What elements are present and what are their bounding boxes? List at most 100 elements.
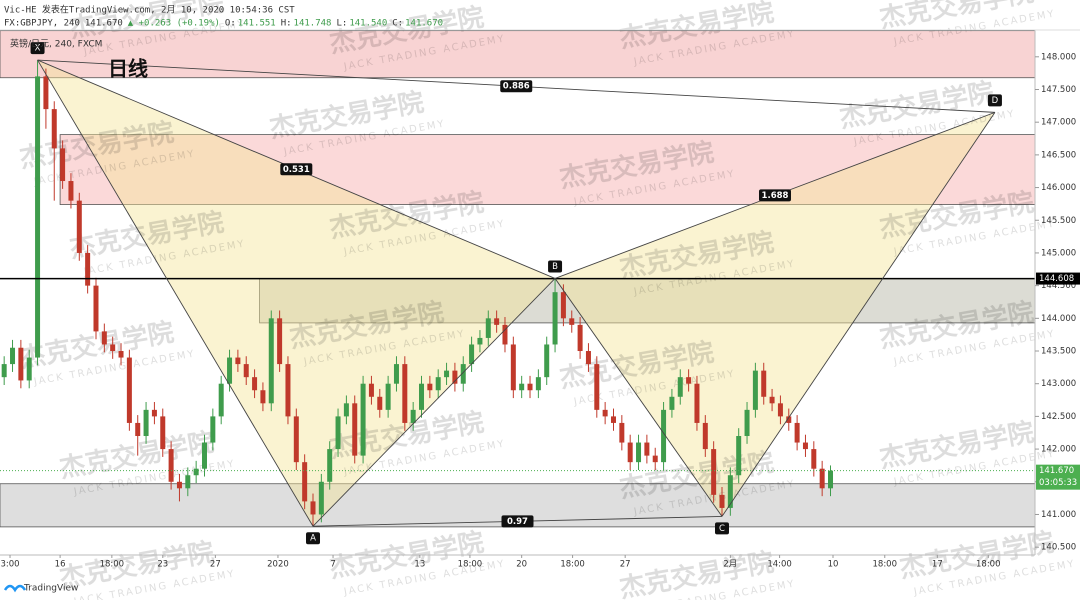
header-field: ▲ +0.263 (+0.19%) — [128, 19, 220, 29]
y-tick-label: 140.500 — [1041, 543, 1076, 553]
candle-body — [744, 409, 750, 437]
candle — [569, 310, 575, 333]
candle-body — [151, 409, 157, 417]
pattern-fill — [37, 60, 556, 527]
candle — [68, 173, 74, 209]
y-tick-label: 143.000 — [1041, 379, 1076, 389]
point-label-bg — [714, 522, 729, 535]
price-zone — [59, 134, 1036, 205]
x-tick-label: 17 — [932, 560, 943, 570]
candle — [819, 460, 825, 497]
brand-name: TradingView — [23, 584, 78, 594]
candle-body — [444, 370, 450, 378]
symbol-line: FX:GBPJPY, 240 141.670 ▲ +0.263 (+0.19%) O:… — [4, 19, 443, 29]
y-tick-label: 142.000 — [1041, 445, 1076, 455]
candle — [18, 339, 24, 389]
header-field: L: — [336, 19, 347, 29]
candle-body — [469, 344, 475, 365]
candle — [385, 375, 391, 418]
candle-body — [227, 357, 233, 384]
candle — [277, 310, 283, 372]
candle-body — [677, 377, 683, 397]
x-tick-label: 7 — [330, 560, 335, 570]
last-price-label-bg — [1036, 464, 1080, 490]
x-tick-label: 3:00 — [0, 560, 19, 570]
candle-body — [35, 76, 41, 358]
candle — [160, 408, 166, 457]
candle-body — [435, 377, 441, 391]
ratio-label-bg — [501, 515, 534, 528]
candle — [402, 356, 408, 431]
candle — [168, 441, 174, 490]
candle-body — [494, 318, 500, 325]
ratio-label-bg — [758, 189, 791, 202]
candle — [435, 369, 441, 399]
candle — [151, 402, 157, 425]
candle-body — [118, 351, 124, 358]
ratio-label: 0.531 — [283, 165, 310, 175]
point-label: C — [719, 524, 725, 534]
x-tick-label: 18:00 — [873, 560, 898, 570]
candle — [744, 402, 750, 444]
candle — [485, 310, 491, 346]
candle-body — [719, 494, 725, 508]
candle — [377, 388, 383, 418]
legend: 英镑/日元, 240, FXCM — [10, 38, 102, 50]
candle — [502, 317, 508, 353]
candle-body — [110, 344, 116, 352]
header-field: 141.748 — [294, 19, 332, 29]
candle — [35, 60, 41, 366]
candle — [302, 454, 308, 510]
candle-body — [535, 377, 541, 391]
candle — [594, 356, 600, 418]
pattern-leg — [312, 278, 556, 527]
point-label-bg — [548, 260, 563, 273]
candle — [85, 245, 91, 294]
candle-body — [160, 416, 166, 450]
pattern-leg — [554, 278, 723, 517]
candle-body — [569, 318, 575, 325]
candle-body — [669, 396, 675, 410]
candle-body — [527, 383, 533, 391]
pattern-leg — [721, 112, 996, 517]
candle — [93, 277, 99, 340]
candle — [711, 441, 717, 503]
candle-body — [302, 462, 308, 502]
candle — [686, 369, 692, 392]
candle — [285, 356, 291, 425]
x-tick-label: 18:00 — [458, 560, 483, 570]
candle-body — [235, 357, 241, 365]
candle — [176, 473, 182, 502]
candle — [268, 310, 274, 412]
candle-body — [619, 422, 625, 443]
candle — [26, 349, 32, 389]
point-label-bg — [30, 42, 45, 55]
candle — [560, 284, 566, 327]
ratio-label-bg — [280, 163, 313, 176]
candle-body — [327, 449, 333, 482]
candle-body — [419, 383, 425, 410]
y-tick-label: 145.000 — [1041, 248, 1076, 258]
candle — [719, 487, 725, 517]
candle — [552, 278, 558, 353]
candle — [243, 356, 249, 386]
candle — [51, 101, 57, 201]
candle-body — [402, 364, 408, 423]
candle — [343, 395, 349, 425]
candle — [794, 415, 800, 451]
candle-body — [385, 383, 391, 410]
candle — [619, 415, 625, 451]
candle — [544, 336, 550, 386]
candle — [310, 493, 316, 527]
candle — [118, 343, 124, 366]
candle-body — [410, 409, 416, 423]
x-tick-label: 14:00 — [767, 560, 792, 570]
price-zone — [259, 278, 1036, 324]
candle-body — [661, 409, 667, 463]
x-tick-label: 16 — [55, 560, 66, 570]
y-tick-label: 147.500 — [1041, 85, 1076, 95]
point-label-bg — [306, 532, 321, 545]
candle — [494, 310, 500, 333]
candle — [393, 356, 399, 392]
candle — [777, 395, 783, 425]
